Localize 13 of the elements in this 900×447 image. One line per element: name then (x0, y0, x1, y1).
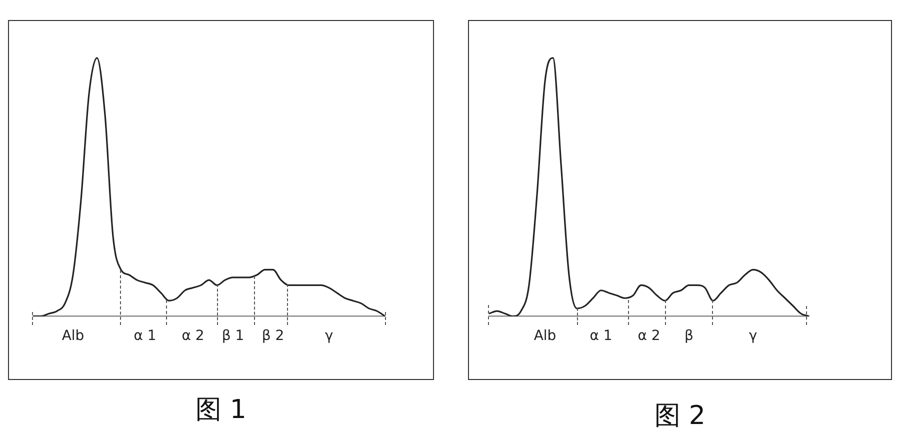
x-tick-label: α 1 (134, 328, 156, 344)
caption: 图 2 (654, 400, 706, 433)
x-tick-label: γ (324, 328, 334, 344)
x-tick-label: α 2 (638, 328, 660, 344)
x-tick-label: Alb (62, 328, 84, 344)
x-tick-label: α 1 (590, 328, 612, 344)
x-tick-label: β (684, 328, 694, 344)
x-tick-label: β 2 (262, 328, 284, 344)
x-tick-label: Alb (534, 328, 556, 344)
x-tick-label: β 1 (222, 328, 244, 344)
x-tick-label: γ (748, 328, 758, 344)
x-tick-label: α 2 (182, 328, 204, 344)
caption: 图 1 (194, 394, 248, 427)
